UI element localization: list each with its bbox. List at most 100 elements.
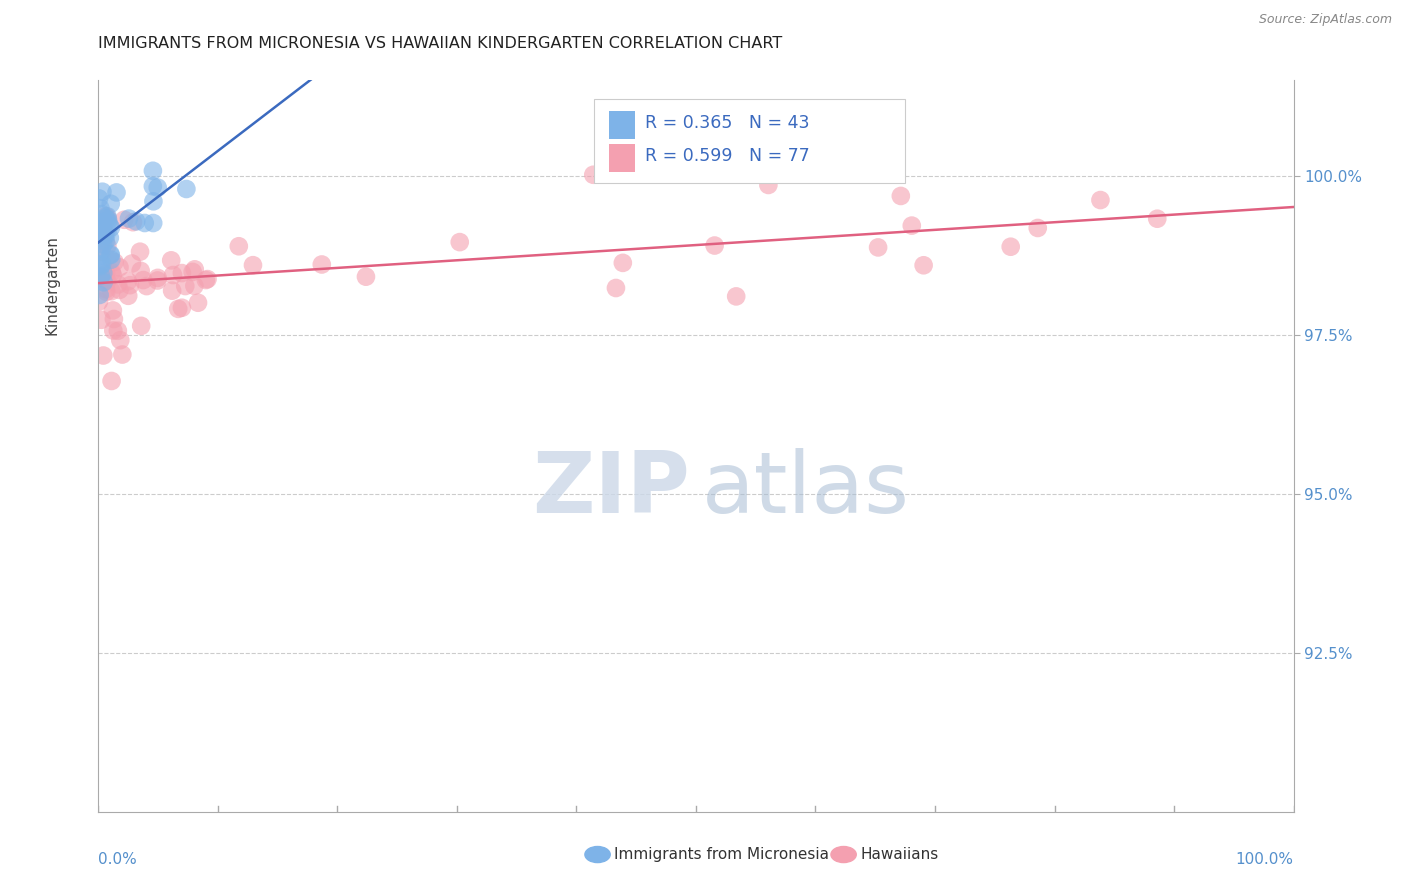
Immigrants from Micronesia <box>90 259 112 273</box>
Hawaiians <box>1026 221 1049 235</box>
Hawaiians <box>758 178 780 192</box>
Text: ZIP: ZIP <box>533 449 690 532</box>
Hawaiians <box>87 294 110 309</box>
Hawaiians <box>108 283 131 297</box>
Hawaiians <box>162 268 184 282</box>
Immigrants from Micronesia <box>90 223 112 237</box>
Immigrants from Micronesia <box>93 275 115 289</box>
Hawaiians <box>90 269 112 284</box>
Hawaiians <box>107 277 129 292</box>
Hawaiians <box>94 273 117 287</box>
Hawaiians <box>612 256 634 270</box>
Hawaiians <box>100 374 122 388</box>
Immigrants from Micronesia <box>100 196 122 211</box>
Immigrants from Micronesia <box>125 214 148 228</box>
Hawaiians <box>90 312 112 326</box>
Hawaiians <box>101 268 124 282</box>
Immigrants from Micronesia <box>176 182 198 196</box>
Hawaiians <box>170 301 193 315</box>
Immigrants from Micronesia <box>90 242 112 256</box>
Hawaiians <box>242 258 264 272</box>
Hawaiians <box>100 284 122 298</box>
Text: 100.0%: 100.0% <box>1236 852 1294 867</box>
Immigrants from Micronesia <box>134 216 156 230</box>
Hawaiians <box>890 189 912 203</box>
Hawaiians <box>90 245 112 260</box>
Hawaiians <box>135 279 157 293</box>
Hawaiians <box>311 258 333 272</box>
Text: Hawaiians: Hawaiians <box>860 847 939 862</box>
Immigrants from Micronesia <box>100 252 122 267</box>
Hawaiians <box>197 272 219 286</box>
Text: Source: ZipAtlas.com: Source: ZipAtlas.com <box>1258 13 1392 27</box>
Immigrants from Micronesia <box>90 248 112 262</box>
Hawaiians <box>187 295 209 310</box>
Hawaiians <box>449 235 471 249</box>
Hawaiians <box>108 260 131 275</box>
Hawaiians <box>228 239 250 253</box>
Immigrants from Micronesia <box>94 228 117 243</box>
Hawaiians <box>103 324 125 338</box>
FancyBboxPatch shape <box>609 111 636 139</box>
Hawaiians <box>100 265 122 279</box>
Hawaiians <box>103 312 125 326</box>
Hawaiians <box>120 278 142 293</box>
Hawaiians <box>129 244 152 259</box>
Immigrants from Micronesia <box>90 268 112 283</box>
Immigrants from Micronesia <box>89 288 111 302</box>
Hawaiians <box>354 269 377 284</box>
Immigrants from Micronesia <box>93 215 115 229</box>
Immigrants from Micronesia <box>96 210 118 224</box>
Immigrants from Micronesia <box>89 217 111 231</box>
Hawaiians <box>96 285 118 299</box>
Immigrants from Micronesia <box>142 179 165 194</box>
Immigrants from Micronesia <box>98 219 121 233</box>
Immigrants from Micronesia <box>97 215 120 229</box>
Hawaiians <box>93 225 115 239</box>
Hawaiians <box>181 265 204 279</box>
FancyBboxPatch shape <box>609 144 636 171</box>
Text: R = 0.599   N = 77: R = 0.599 N = 77 <box>644 146 810 165</box>
Hawaiians <box>101 303 124 318</box>
Hawaiians <box>132 273 155 287</box>
Immigrants from Micronesia <box>94 211 117 225</box>
Hawaiians <box>868 240 890 254</box>
Text: IMMIGRANTS FROM MICRONESIA VS HAWAIIAN KINDERGARTEN CORRELATION CHART: IMMIGRANTS FROM MICRONESIA VS HAWAIIAN K… <box>98 36 783 51</box>
Hawaiians <box>725 289 748 303</box>
Hawaiians <box>96 211 118 225</box>
Hawaiians <box>1146 211 1168 226</box>
Text: R = 0.365   N = 43: R = 0.365 N = 43 <box>644 113 808 132</box>
Immigrants from Micronesia <box>89 258 111 272</box>
Hawaiians <box>174 279 197 293</box>
Hawaiians <box>117 274 139 288</box>
Immigrants from Micronesia <box>94 234 117 248</box>
Immigrants from Micronesia <box>93 228 115 243</box>
Hawaiians <box>112 212 135 227</box>
Immigrants from Micronesia <box>100 220 122 235</box>
Hawaiians <box>93 221 115 235</box>
Text: Kindergarten: Kindergarten <box>45 235 59 335</box>
Hawaiians <box>111 347 134 361</box>
Immigrants from Micronesia <box>100 248 122 262</box>
Hawaiians <box>170 266 193 280</box>
Immigrants from Micronesia <box>146 180 169 194</box>
FancyBboxPatch shape <box>595 99 905 183</box>
Hawaiians <box>103 255 125 269</box>
Hawaiians <box>183 278 205 293</box>
Immigrants from Micronesia <box>98 231 121 245</box>
Hawaiians <box>1000 240 1022 254</box>
Immigrants from Micronesia <box>91 185 114 199</box>
Immigrants from Micronesia <box>91 266 114 280</box>
Immigrants from Micronesia <box>105 186 128 200</box>
Text: 0.0%: 0.0% <box>98 852 138 867</box>
Hawaiians <box>96 274 118 288</box>
Hawaiians <box>96 267 118 281</box>
Immigrants from Micronesia <box>91 257 114 271</box>
Immigrants from Micronesia <box>142 163 165 178</box>
Immigrants from Micronesia <box>91 220 114 235</box>
Hawaiians <box>96 239 118 253</box>
Immigrants from Micronesia <box>97 212 120 227</box>
Immigrants from Micronesia <box>91 231 114 245</box>
Text: atlas: atlas <box>702 449 910 532</box>
Hawaiians <box>110 333 132 347</box>
